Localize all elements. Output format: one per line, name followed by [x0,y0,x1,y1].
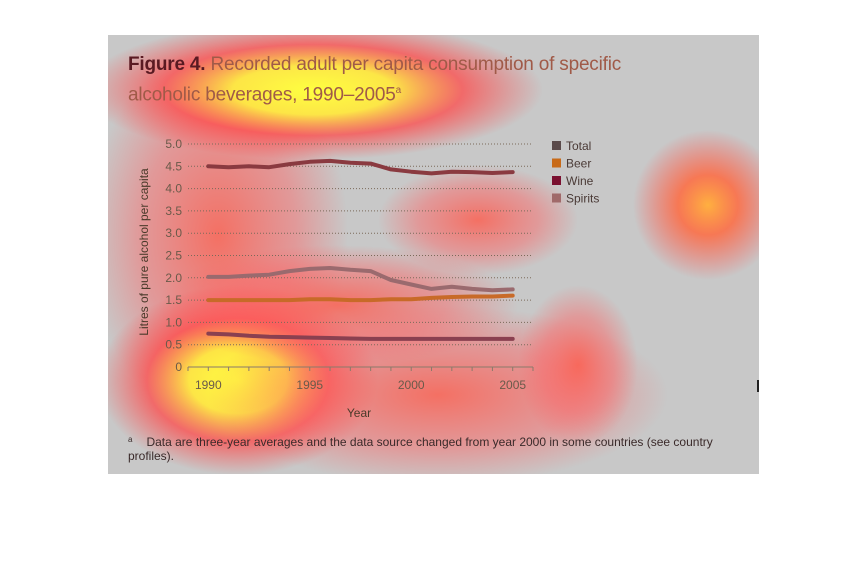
line-chart: 0 0.5 1.0 1.5 2.0 2.5 3.0 3.5 4.0 4.5 5.0 1990 1995… [137,137,599,420]
footnote: a Data are three-year averages and the da… [128,435,748,463]
y-tick-label: 0.5 [165,338,182,352]
figure-panel: Figure 4. Recorded adult per capita cons… [108,35,759,474]
x-tick-label: 2000 [398,378,425,392]
y-tick-label: 4.5 [165,159,182,173]
legend-label-total: Total [566,139,591,153]
y-axis-ticks: 0 0.5 1.0 1.5 2.0 2.5 3.0 3.5 4.0 4.5 5.0 [165,137,182,374]
legend-label-spirits: Spirits [566,192,599,206]
y-tick-label: 2.0 [165,271,182,285]
footnote-marker: a [128,435,133,444]
y-tick-label: 3.0 [165,226,182,240]
edge-marker [757,380,759,392]
footnote-text: Data are three-year averages and the dat… [128,435,713,463]
x-tick-label: 1990 [195,378,222,392]
y-axis-title: Litres of pure alcohol per capita [137,168,151,336]
y-tick-label: 3.5 [165,204,182,218]
heat-blob [378,165,578,275]
legend-swatch-spirits [552,193,561,203]
series-line-beer [206,293,515,303]
figure-title-superscript: a [395,85,402,96]
y-tick-label: 1.5 [165,293,182,307]
series-line-spirits [206,266,515,293]
legend-swatch-wine [552,176,561,185]
x-tick-label: 2005 [499,378,526,392]
heat-blob [633,130,759,280]
legend-label-beer: Beer [566,157,591,171]
heat-blob [518,285,638,445]
y-tick-label: 0 [175,360,182,374]
legend-swatch-beer [552,158,561,168]
figure-title: Figure 4. Recorded adult per capita cons… [128,52,688,108]
x-axis-title: Year [347,406,371,420]
legend-label-wine: Wine [566,174,594,188]
y-tick-label: 1.0 [165,315,182,329]
figure-title-text: Recorded adult per capita consumption of… [128,54,622,106]
heat-blob [108,35,543,160]
figure-label: Figure 4. [128,54,206,75]
x-axis: 1990 1995 2000 2005 [187,366,534,392]
y-tick-label: 2.5 [165,249,182,263]
series-line-total [206,158,515,176]
legend: Total Beer Wine Spirits [552,139,599,206]
series-lines [206,158,515,341]
series-line-wine [206,331,515,341]
y-tick-label: 5.0 [165,137,182,151]
x-tick-label: 1995 [296,378,323,392]
y-tick-label: 4.0 [165,182,182,196]
legend-swatch-total [552,141,561,150]
